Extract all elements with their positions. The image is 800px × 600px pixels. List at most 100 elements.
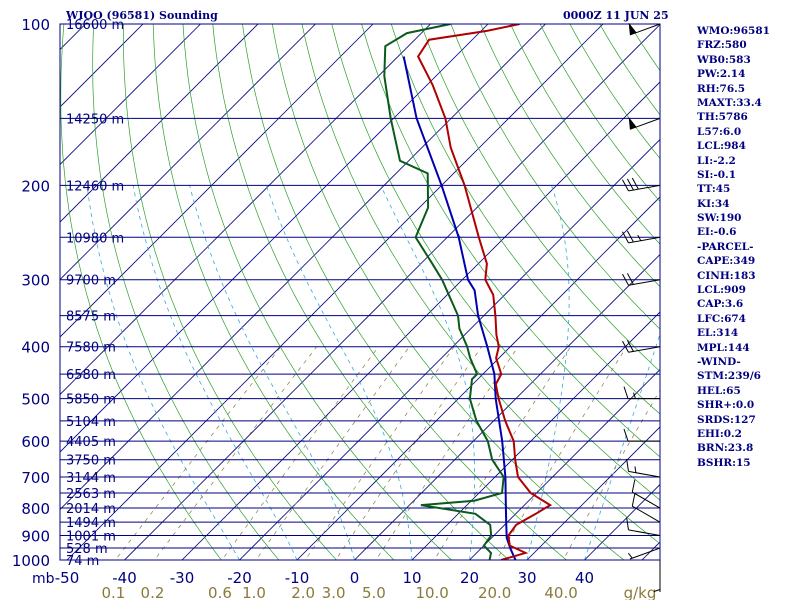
isotherm-line bbox=[60, 24, 317, 281]
isotherm-line bbox=[60, 24, 144, 108]
pressure-tick-label: 800 bbox=[21, 500, 50, 518]
index-item: KI:34 bbox=[697, 197, 730, 210]
mixing-ratio-tick-label: 40.0 bbox=[544, 584, 577, 600]
dry-adiabat-line bbox=[510, 24, 660, 245]
index-item: BRN:23.8 bbox=[697, 442, 754, 455]
mixing-ratio-tick-label: 20.0 bbox=[478, 584, 511, 600]
index-item: CINH:183 bbox=[697, 269, 756, 282]
isotherm-line bbox=[0, 12, 40, 571]
isotherm-line bbox=[60, 24, 547, 511]
height-label: 12460 m bbox=[66, 179, 124, 194]
index-item: -WIND- bbox=[697, 355, 741, 368]
index-item: EI:-0.6 bbox=[697, 226, 737, 239]
mixing-ratio-tick-label: 1.0 bbox=[242, 584, 266, 600]
height-label: 3144 m bbox=[66, 471, 116, 486]
index-item: LFC:674 bbox=[697, 312, 746, 325]
height-label: 14250 m bbox=[66, 112, 124, 127]
mixing-ratio-line bbox=[255, 346, 410, 560]
chart-datetime: 0000Z 11 JUN 25 bbox=[563, 9, 669, 22]
index-item: CAP:3.6 bbox=[697, 298, 744, 311]
height-label: 7580 m bbox=[66, 341, 116, 356]
parcel-trace bbox=[402, 56, 517, 560]
pressure-tick-label: 300 bbox=[21, 272, 50, 290]
isotherm-line bbox=[411, 311, 660, 560]
index-item: EL:314 bbox=[697, 327, 739, 340]
dry-adiabat-line bbox=[123, 24, 337, 560]
mixing-ratio-line bbox=[335, 346, 482, 560]
height-label: 3750 m bbox=[66, 454, 116, 469]
temperature-tick-label: -10 bbox=[285, 569, 310, 587]
wind-barb bbox=[622, 177, 661, 192]
wind-barb bbox=[631, 493, 661, 523]
wind-barb bbox=[627, 547, 661, 560]
height-label: 1494 m bbox=[66, 516, 116, 531]
index-item: LI:-2.2 bbox=[697, 154, 736, 167]
wind-barb bbox=[622, 340, 661, 353]
wind-barb bbox=[622, 230, 661, 244]
mixing-ratio-tick-label: 0.2 bbox=[141, 584, 165, 600]
height-label: 9700 m bbox=[66, 274, 116, 289]
index-item: PW:2.14 bbox=[697, 68, 746, 81]
height-label: 4405 m bbox=[66, 435, 116, 450]
moist-adiabat-line bbox=[584, 332, 660, 560]
temperature-tick-label: 40 bbox=[575, 569, 594, 587]
height-label: 16600 m bbox=[66, 18, 124, 33]
index-item: WB0:583 bbox=[697, 53, 751, 66]
dry-adiabat-line bbox=[331, 24, 660, 501]
pressure-unit-label: mb bbox=[32, 571, 55, 587]
dry-adiabat-line bbox=[450, 24, 660, 330]
height-label: 10980 m bbox=[66, 231, 124, 246]
index-item: BSHR:15 bbox=[697, 456, 751, 469]
temperature-tick-label: -20 bbox=[227, 569, 252, 587]
isotherm-line bbox=[60, 24, 259, 223]
temperature-tick-label: 20 bbox=[460, 569, 479, 587]
dry-adiabat-line bbox=[60, 24, 222, 560]
mixing-ratio-tick-label: 0.1 bbox=[102, 584, 126, 600]
indices-panel: WMO:96581 FRZ:580 WB0:583 PW:2.14 RH:76.5 MAX… bbox=[697, 24, 770, 470]
dry-adiabat-line bbox=[182, 24, 452, 560]
index-item: L57:6.0 bbox=[697, 125, 742, 138]
mixing-ratio-unit-label: g/kg bbox=[624, 584, 657, 600]
index-item: MAXT:33.4 bbox=[697, 96, 762, 109]
wind-barb bbox=[653, 560, 661, 592]
height-label: 528 m bbox=[66, 542, 108, 557]
dry-adiabat-line bbox=[152, 24, 395, 560]
index-item: LCL:984 bbox=[697, 140, 746, 153]
height-label: 6580 m bbox=[66, 368, 116, 383]
mixing-ratio-line bbox=[221, 346, 379, 560]
index-item: WMO:96581 bbox=[697, 25, 770, 37]
isotherm-line bbox=[60, 24, 489, 453]
temperature-tick-label: 30 bbox=[517, 569, 536, 587]
index-item: CAPE:349 bbox=[697, 255, 756, 268]
mixing-ratio-tick-label: 2.0 bbox=[291, 584, 315, 600]
mixing-ratio-line bbox=[114, 346, 282, 560]
index-item: SI:-0.1 bbox=[697, 168, 736, 181]
mixing-ratio-line bbox=[496, 346, 627, 560]
height-label: 2014 m bbox=[66, 502, 116, 517]
height-label: 1001 m bbox=[66, 529, 116, 544]
wind-barb bbox=[628, 117, 661, 130]
index-item: LCL:909 bbox=[697, 284, 746, 297]
height-label: 5104 m bbox=[66, 415, 116, 430]
wind-barb bbox=[628, 22, 661, 36]
mixing-ratio-tick-label: 3.0 bbox=[322, 584, 346, 600]
pressure-tick-label: 700 bbox=[21, 469, 50, 487]
index-item: HEL:65 bbox=[697, 384, 741, 397]
isotherm-line bbox=[66, 24, 604, 560]
mixing-ratio-line bbox=[433, 346, 571, 560]
temperature-tick-label: -30 bbox=[170, 569, 195, 587]
dry-adiabat-line bbox=[212, 24, 510, 560]
index-item: SRDS:127 bbox=[697, 413, 756, 426]
mixing-ratio-tick-label: 5.0 bbox=[362, 584, 386, 600]
plot-area bbox=[60, 24, 660, 560]
index-item: RH:76.5 bbox=[697, 82, 746, 95]
height-label: 8575 m bbox=[66, 310, 116, 325]
mixing-ratio-tick-label: 0.6 bbox=[208, 584, 232, 600]
dry-adiabat-line bbox=[92, 24, 280, 560]
pressure-tick-label: 600 bbox=[21, 433, 50, 451]
isotherm-line bbox=[526, 426, 660, 560]
wind-barb bbox=[622, 273, 661, 286]
index-item: SW:190 bbox=[697, 212, 742, 225]
dry-adiabat-line bbox=[420, 24, 660, 372]
dewpoint-trace bbox=[383, 24, 505, 560]
